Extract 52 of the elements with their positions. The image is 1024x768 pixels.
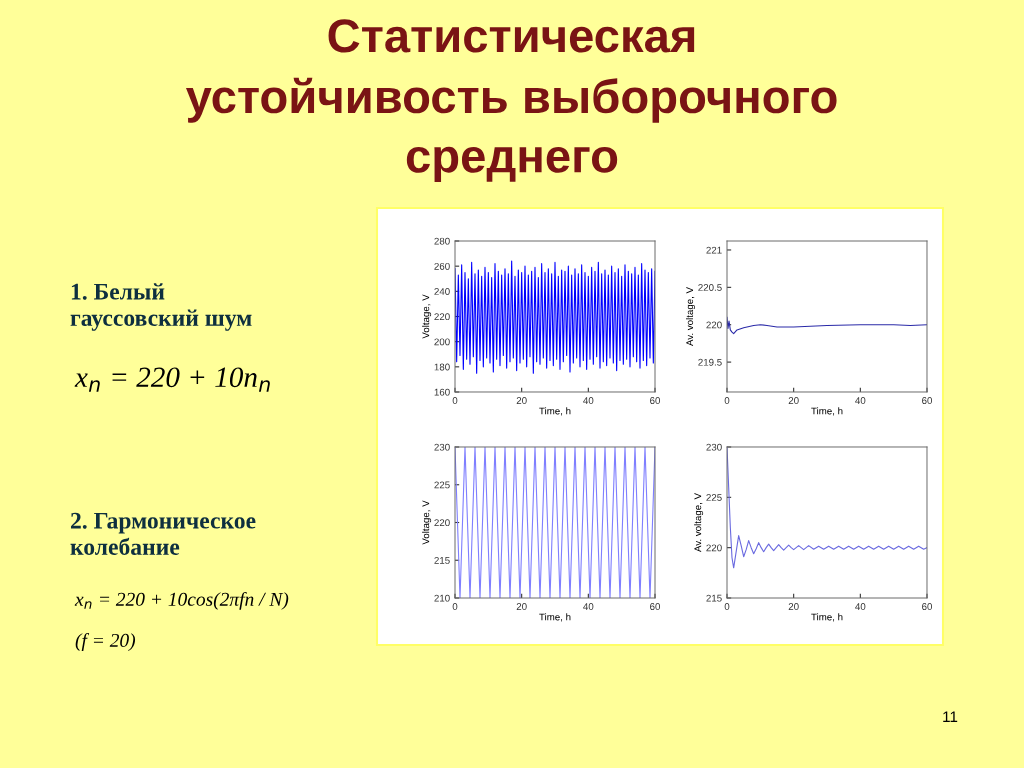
text: x$_{n}$ = 220 + 10n$_{n}$	[74, 367, 270, 392]
y-tick-label: 225	[434, 481, 450, 489]
x-tick-label: 20	[788, 397, 799, 404]
y-tick-label: 215	[706, 594, 722, 602]
y-tick-label: 219.5	[698, 358, 722, 366]
y-tick-label: 200	[434, 338, 450, 346]
x-axis-title: Time, h	[539, 407, 571, 416]
y-tick-label: 220	[706, 544, 722, 552]
x-tick-label: 0	[724, 603, 730, 610]
x-tick-label: 40	[583, 603, 594, 610]
x-tick-label: 0	[452, 603, 458, 610]
y-tick-label: 220	[434, 313, 450, 321]
y-tick-label: 215	[434, 556, 450, 564]
y-tick-label: 280	[434, 237, 450, 245]
chart-title: Статистическая устойчивость выборочного среднего	[185, 19, 837, 183]
y-tick-label: 260	[434, 262, 450, 270]
x-tick-label: 20	[788, 603, 799, 610]
y-tick-label: 160	[434, 388, 450, 396]
y-tick-label: 221	[706, 246, 722, 254]
line-series	[455, 260, 655, 374]
x-axis-title: Time, h	[811, 407, 843, 416]
x-tick-label: 40	[855, 397, 866, 404]
x-tick-label: 0	[452, 397, 458, 404]
text: 1. Белый гауссовский шум	[70, 283, 252, 331]
x-tick-label: 60	[922, 603, 933, 610]
y-tick-label: 180	[434, 363, 450, 371]
y-axis-title: Av. voltage, V	[685, 286, 696, 347]
y-axis-title: Voltage, V	[422, 500, 432, 545]
x-tick-label: 60	[922, 397, 933, 404]
text: x$_{n}$ = 220 + 10cos(2πfn / N)	[74, 591, 289, 610]
y-tick-label: 230	[706, 443, 722, 451]
y-tick-label: 210	[434, 594, 450, 602]
y-tick-label: 230	[434, 443, 450, 451]
x-axis-title: Time, h	[539, 613, 571, 622]
y-tick-label: 220.5	[698, 284, 722, 291]
x-tick-label: 20	[516, 603, 527, 610]
y-tick-label: 220	[706, 321, 722, 329]
text: 11	[943, 711, 958, 722]
text: (f = 20)	[75, 633, 136, 651]
x-tick-label: 20	[516, 397, 527, 404]
x-tick-label: 40	[583, 397, 594, 404]
x-tick-label: 60	[650, 603, 661, 610]
x-tick-label: 40	[855, 603, 866, 610]
y-axis-title: Voltage, V	[422, 294, 432, 339]
x-tick-label: 0	[724, 397, 730, 404]
y-tick-label: 225	[706, 494, 722, 501]
y-tick-label: 220	[434, 519, 450, 527]
x-axis-title: Time, h	[811, 613, 843, 622]
x-tick-label: 60	[650, 397, 661, 404]
y-tick-label: 240	[434, 288, 450, 295]
y-axis-title: Av. voltage, V	[694, 492, 704, 553]
text: 2. Гармоническое колебание	[70, 512, 256, 555]
